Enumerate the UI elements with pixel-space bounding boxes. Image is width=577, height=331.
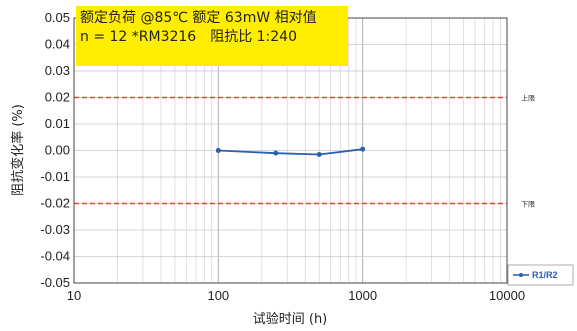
x-tick-label: 10000 (489, 288, 525, 303)
x-tick-label: 1000 (348, 288, 377, 303)
data-point (215, 148, 221, 153)
y-tick-label: -0.04 (40, 249, 70, 264)
y-tick-label: 0.02 (45, 90, 70, 105)
y-tick-label: -0.02 (40, 196, 70, 211)
legend-box (507, 264, 574, 286)
y-tick-label: 0.01 (45, 116, 70, 131)
title-line-2: n = 12 *RM3216 阻抗比 1:240 (80, 29, 297, 45)
y-tick-label: -0.01 (40, 169, 70, 184)
limit-label: 上限 (521, 94, 535, 103)
limit-label: 下限 (521, 200, 535, 209)
data-point (273, 150, 279, 156)
y-tick-label: 0.03 (45, 63, 70, 78)
series-line (218, 148, 363, 156)
data-point (360, 146, 366, 152)
x-axis-title: 试验时间 (h) (253, 311, 328, 327)
title-line-1: 额定负荷 @85℃ 额定 63mW 相对值 (80, 10, 317, 26)
y-axis-title: 阻抗变化率 (%) (10, 104, 26, 196)
y-tick-label: 0.04 (45, 37, 70, 52)
legend: R1/R2 (507, 264, 574, 286)
y-tick-label: 0.05 (45, 10, 70, 25)
y-tick-label: -0.05 (40, 275, 70, 290)
x-tick-label: 100 (207, 288, 229, 303)
legend-marker (519, 273, 523, 277)
chart-title: 额定负荷 @85℃ 额定 63mW 相对值 n = 12 *RM3216 阻抗比… (76, 6, 348, 66)
legend-label: R1/R2 (532, 270, 558, 280)
x-tick-label: 10 (67, 288, 81, 303)
y-tick-label: 0.00 (45, 143, 70, 158)
series-layer (215, 146, 366, 157)
y-tick-label: -0.03 (40, 222, 70, 237)
tick-labels: -0.05 -0.04 -0.03 -0.02 -0.01 0.00 0.01 0.02 0.0… (40, 10, 525, 303)
data-point (316, 151, 322, 157)
